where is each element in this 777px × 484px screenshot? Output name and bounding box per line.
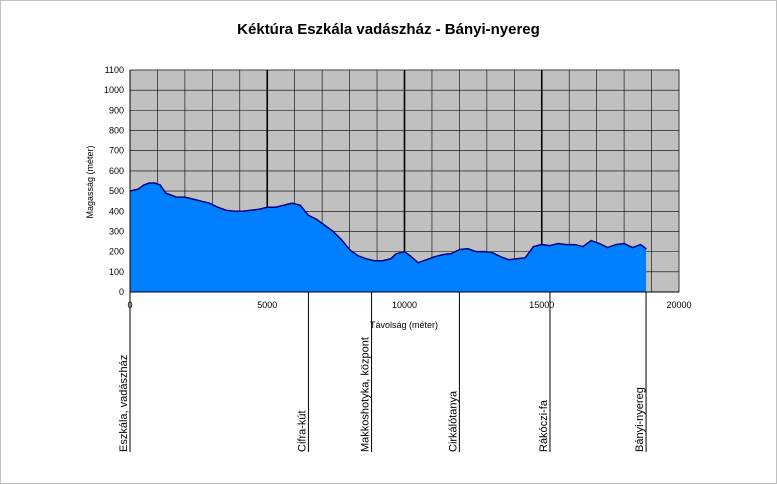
elevation-point — [291, 202, 293, 204]
landmark-label: Cifra-kút — [296, 410, 308, 452]
elevation-point — [458, 249, 460, 251]
landmark-label: Eszkála, vadászház — [118, 355, 130, 452]
elevation-point — [516, 258, 518, 260]
y-tick-label: 500 — [109, 186, 124, 196]
elevation-point — [395, 253, 397, 255]
elevation-point — [165, 192, 167, 194]
elevation-point — [225, 209, 227, 211]
elevation-point — [241, 210, 244, 212]
elevation-point — [574, 243, 576, 246]
x-tick-label: 10000 — [392, 300, 417, 310]
elevation-point — [390, 258, 392, 260]
elevation-point — [590, 239, 592, 242]
elevation-point — [475, 251, 477, 253]
elevation-point — [442, 254, 444, 256]
elevation-point — [615, 243, 617, 246]
elevation-point — [373, 260, 375, 262]
elevation-point — [565, 243, 568, 246]
y-tick-label: 100 — [109, 267, 124, 277]
elevation-point — [170, 194, 172, 196]
x-tick-label: 20000 — [666, 300, 691, 310]
elevation-point — [582, 245, 584, 248]
elevation-point — [417, 262, 419, 264]
elevation-point — [316, 218, 318, 220]
elevation-point — [148, 182, 150, 184]
landmark-label: Cirkálótanya — [447, 390, 459, 452]
y-tick-label: 900 — [109, 105, 124, 115]
elevation-point — [598, 242, 600, 245]
elevation-point — [209, 202, 211, 204]
elevation-point — [192, 198, 194, 200]
y-tick-label: 700 — [109, 146, 124, 156]
elevation-point — [357, 255, 359, 257]
elevation-point — [266, 206, 268, 208]
elevation-point — [467, 248, 469, 250]
y-tick-label: 1000 — [104, 85, 124, 95]
elevation-point — [508, 259, 510, 261]
elevation-point — [184, 196, 186, 198]
elevation-point — [250, 209, 252, 211]
elevation-point — [233, 210, 235, 212]
elevation-point — [349, 249, 351, 251]
elevation-point — [324, 224, 326, 226]
elevation-point — [450, 253, 452, 255]
elevation-point — [200, 200, 202, 202]
elevation-point — [176, 196, 178, 198]
elevation-point — [541, 243, 543, 246]
y-tick-label: 200 — [109, 247, 124, 257]
elevation-point — [217, 206, 219, 208]
elevation-point — [274, 206, 277, 208]
elevation-point — [403, 251, 406, 253]
elevation-point — [283, 204, 285, 206]
landmark-label: Bányi-nyereg — [634, 387, 646, 452]
elevation-point — [340, 238, 342, 241]
elevation-point — [549, 244, 551, 247]
elevation-point — [645, 248, 647, 250]
elevation-point — [365, 258, 367, 260]
elevation-point — [491, 252, 493, 254]
elevation-point — [499, 256, 502, 258]
y-tick-label: 600 — [109, 166, 124, 176]
elevation-point — [159, 184, 161, 186]
y-tick-label: 800 — [109, 126, 124, 136]
elevation-point — [483, 251, 485, 253]
landmark-label: Makkoshotyka, központ — [360, 337, 372, 452]
elevation-area — [130, 183, 647, 292]
x-tick-label: 15000 — [529, 300, 554, 310]
elevation-point — [639, 243, 642, 246]
elevation-point — [434, 256, 436, 258]
elevation-point — [409, 255, 411, 257]
y-tick-label: 300 — [109, 226, 124, 236]
elevation-point — [258, 208, 260, 210]
elevation-point — [524, 257, 526, 259]
elevation-point — [307, 214, 310, 216]
y-tick-label: 400 — [109, 206, 124, 216]
elevation-point — [137, 188, 139, 190]
chart-title: Kéktúra Eszkála vadászház - Bányi-nyereg — [237, 21, 540, 38]
elevation-point — [607, 247, 609, 249]
y-tick-label: 0 — [119, 287, 124, 297]
elevation-point — [623, 242, 625, 245]
y-tick-label: 1100 — [105, 65, 124, 75]
landmark-label: Rákóczi-fa — [538, 399, 550, 452]
elevation-point — [631, 247, 633, 249]
elevation-point — [332, 230, 334, 233]
y-axis-label: Magasság (méter) — [85, 145, 95, 218]
x-tick-label: 5000 — [257, 300, 277, 310]
elevation-point — [143, 184, 145, 186]
elevation-point — [557, 242, 559, 245]
elevation-point — [532, 245, 535, 248]
elevation-point — [154, 182, 156, 184]
x-axis-label: Távolság (méter) — [370, 320, 438, 330]
elevation-point — [425, 259, 428, 261]
elevation-point — [299, 204, 301, 206]
elevation-point — [381, 260, 384, 262]
